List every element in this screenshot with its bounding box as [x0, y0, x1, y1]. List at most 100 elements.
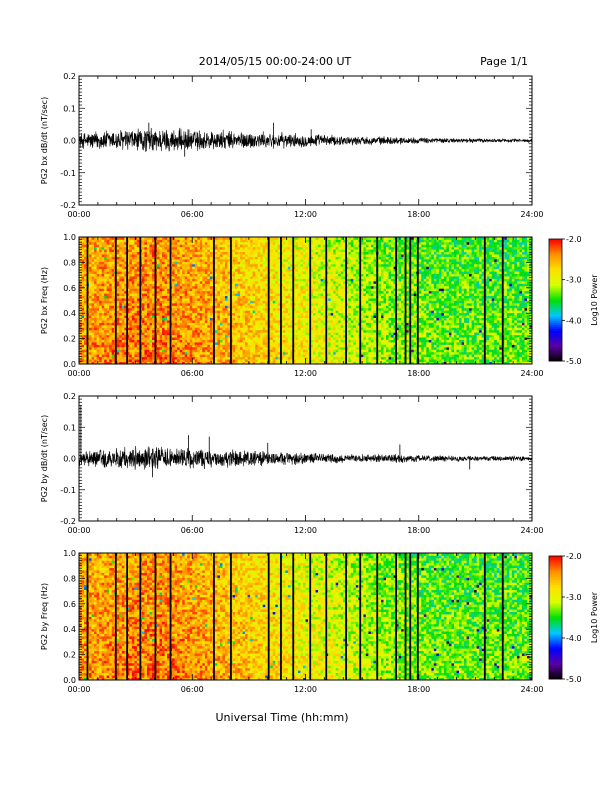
spectrogram-cell	[300, 254, 303, 257]
spectrogram-cell	[149, 271, 152, 274]
spectrogram-cell	[177, 344, 180, 347]
spectrogram-cell	[109, 254, 112, 257]
spectrogram-cell	[182, 318, 185, 321]
spectrogram-cell	[200, 315, 203, 318]
spectrogram-cell	[275, 359, 278, 362]
spectrogram-cell	[207, 279, 210, 282]
spectrogram-cell	[207, 266, 210, 269]
spectrogram-cell	[117, 340, 120, 343]
spectrogram-cell	[152, 342, 155, 345]
spectrogram-cell	[89, 269, 92, 272]
spectrogram-cell	[215, 308, 218, 311]
spectrogram-cell	[200, 322, 203, 325]
spectrogram-cell	[270, 271, 273, 274]
spectrogram-cell	[185, 327, 188, 330]
spectrogram-cell	[275, 322, 278, 325]
spectrogram-cell	[134, 322, 137, 325]
spectrogram-cell	[107, 257, 110, 260]
spectrogram-cell	[167, 293, 170, 296]
spectrogram-cell	[142, 305, 145, 308]
spectrogram-cell	[122, 298, 125, 301]
spectrogram-cell	[107, 291, 110, 294]
spectrogram-cell	[233, 305, 236, 308]
spectrogram-cell	[102, 352, 105, 355]
spectrogram-cell	[197, 274, 200, 277]
spectrogram-cell	[288, 301, 291, 304]
spectrogram-cell	[260, 244, 263, 247]
spectrogram-cell	[185, 288, 188, 291]
spectrogram-cell	[102, 318, 105, 321]
spectrogram-cell	[215, 259, 218, 262]
spectrogram-cell	[270, 244, 273, 247]
spectrogram-cell	[300, 315, 303, 318]
spectrogram-cell	[92, 291, 95, 294]
spectrogram-cell	[313, 357, 316, 360]
spectrogram-cell	[129, 340, 132, 343]
spectrogram-cell	[149, 337, 152, 340]
spectrogram-cell	[263, 340, 266, 343]
spectrogram-cell	[250, 264, 253, 267]
spectrogram-cell	[243, 296, 246, 299]
spectrogram-cell	[200, 274, 203, 277]
spectrogram-cell	[182, 342, 185, 345]
spectrogram-cell	[207, 313, 210, 316]
spectrogram-cell	[149, 320, 152, 323]
spectrogram-cell	[258, 252, 261, 255]
spectrogram-cell	[202, 352, 205, 355]
spectrogram-cell	[270, 325, 273, 328]
spectrogram-cell	[92, 288, 95, 291]
spectrogram-cell	[306, 259, 309, 262]
spectrogram-cell	[97, 318, 100, 321]
spectrogram-cell	[200, 257, 203, 260]
spectrogram-cell	[97, 354, 100, 357]
spectrogram-cell	[190, 347, 193, 350]
spectrogram-cell	[172, 349, 175, 352]
spectrogram-cell	[187, 274, 190, 277]
spectrogram-cell	[192, 359, 195, 362]
spectrogram-cell	[197, 308, 200, 311]
spectrogram-cell	[248, 342, 251, 345]
spectrogram-cell	[112, 276, 115, 279]
spectrogram-cell	[144, 320, 147, 323]
spectrogram-cell	[253, 340, 256, 343]
spectrogram-cell	[142, 344, 145, 347]
spectrogram-cell	[162, 283, 165, 286]
spectrogram-cell	[104, 352, 107, 355]
spectrogram-cell	[89, 249, 92, 252]
spectrogram-cell	[104, 337, 107, 340]
spectrogram-cell	[248, 315, 251, 318]
spectrogram-cell	[177, 269, 180, 272]
spectrogram-cell	[300, 327, 303, 330]
spectrogram-cell	[162, 239, 165, 242]
spectrogram-cell	[137, 340, 140, 343]
spectrogram-cell	[137, 318, 140, 321]
spectrogram-cell	[157, 320, 160, 323]
spectrogram-cell	[97, 288, 100, 291]
spectrogram-cell	[112, 315, 115, 318]
spectrogram-cell	[240, 283, 243, 286]
spectrogram-cell	[180, 340, 183, 343]
spectrogram-cell	[202, 327, 205, 330]
spectrogram-cell	[210, 357, 213, 360]
spectrogram-cell	[190, 320, 193, 323]
spectrogram-cell	[149, 276, 152, 279]
spectrogram-cell	[217, 301, 220, 304]
spectrogram-cell	[238, 332, 241, 335]
spectrogram-cell	[283, 261, 286, 264]
spectrogram-cell	[177, 281, 180, 284]
spectrogram-cell	[245, 359, 248, 362]
spectrogram-cell	[99, 239, 102, 242]
spectrogram-cell	[222, 325, 225, 328]
spectrogram-cell	[222, 318, 225, 321]
spectrogram-cell	[152, 308, 155, 311]
spectrogram-cell	[225, 344, 228, 347]
spectrogram-cell	[260, 247, 263, 250]
spectrogram-cell	[177, 349, 180, 352]
spectrogram-cell	[172, 281, 175, 284]
spectrogram-cell	[160, 325, 163, 328]
spectrogram-cell	[253, 320, 256, 323]
spectrogram-cell	[107, 318, 110, 321]
spectrogram-cell	[185, 303, 188, 306]
spectrogram-cell	[119, 342, 122, 345]
spectrogram-cell	[273, 349, 276, 352]
